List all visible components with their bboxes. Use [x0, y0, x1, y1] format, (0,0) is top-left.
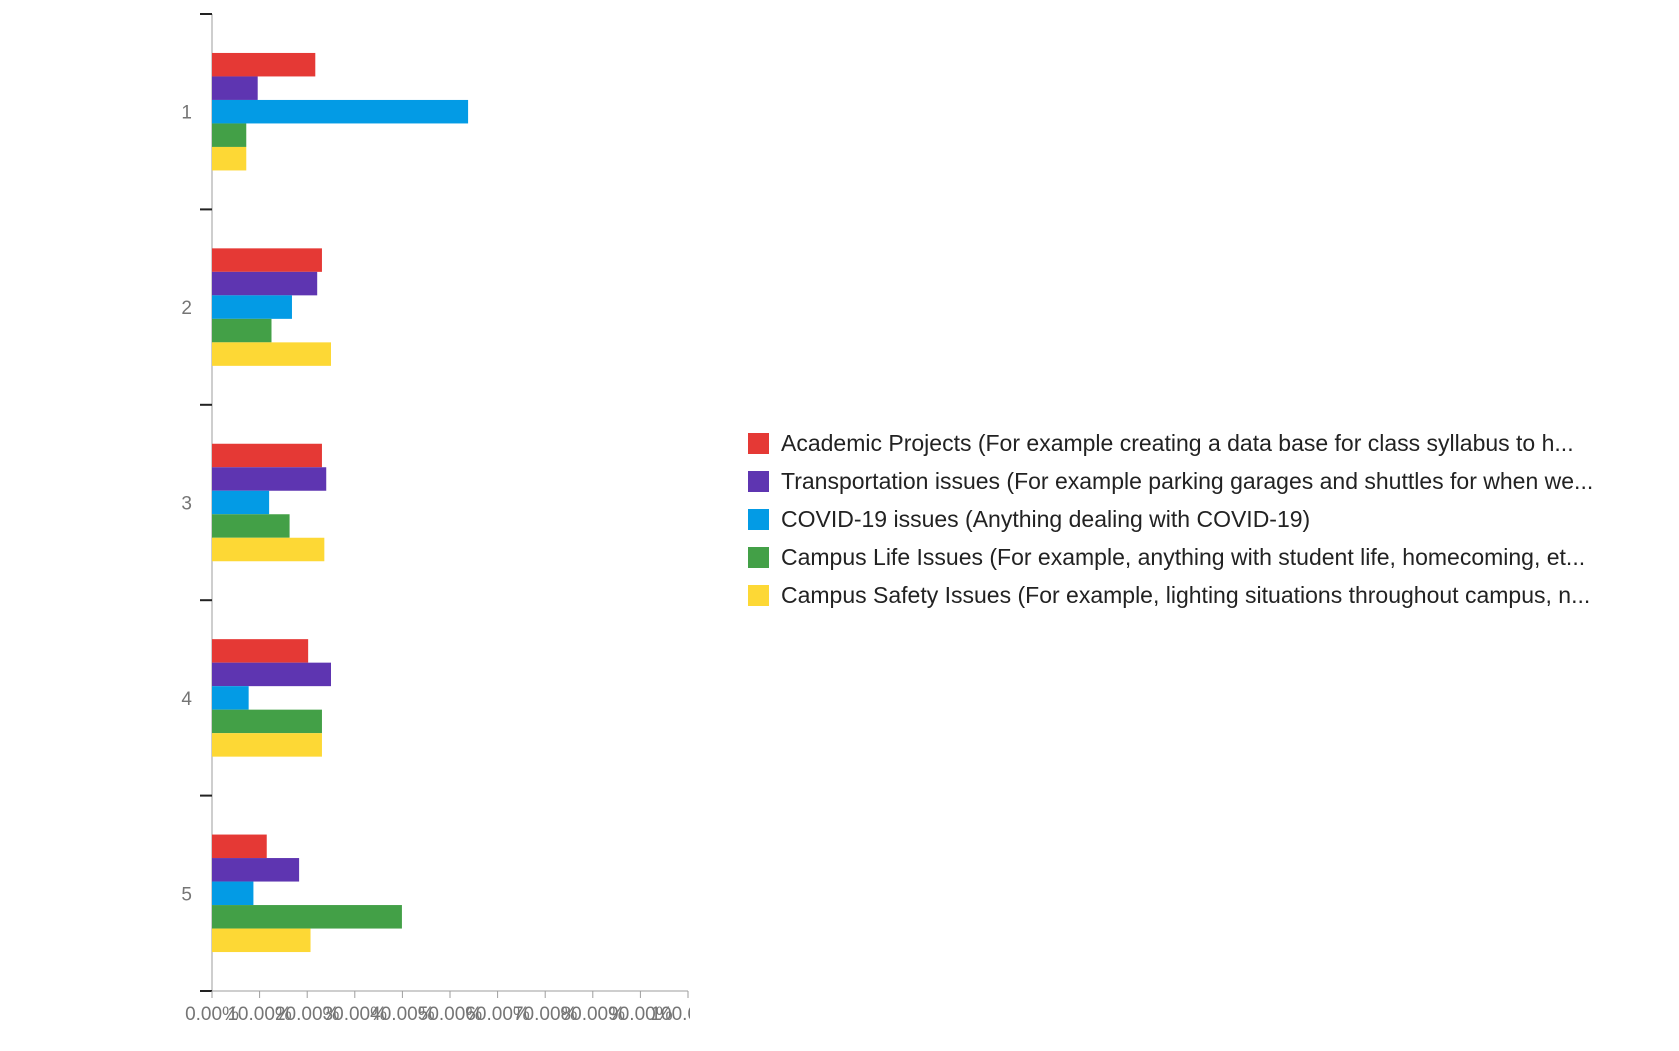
x-tick-label: 50.00% [418, 1004, 483, 1025]
x-tick-label: 90.00% [608, 1004, 673, 1025]
bar [212, 248, 322, 272]
bar [212, 443, 322, 468]
x-tick-label: 10.00% [227, 1004, 292, 1025]
bar [212, 271, 318, 296]
y-tick-label: 5 [181, 884, 192, 905]
bar [212, 52, 316, 77]
x-tick-label: 20.00% [275, 1004, 340, 1025]
legend-label: Transportation issues (For example parki… [781, 467, 1594, 494]
x-tick-label: 60.00% [465, 1004, 530, 1025]
bar [212, 858, 300, 882]
bar [212, 514, 290, 538]
bar [212, 709, 322, 734]
bar [212, 639, 309, 663]
bar [212, 733, 322, 757]
bar [212, 662, 331, 687]
bar [212, 490, 270, 515]
legend-label: Academic Projects (For example creating … [781, 429, 1574, 456]
legend-label: Campus Safety Issues (For example, light… [781, 581, 1591, 608]
legend-item[interactable]: COVID-19 issues (Anything dealing with C… [748, 500, 1668, 538]
bar [212, 123, 247, 147]
legend-item[interactable]: Academic Projects (For example creating … [748, 424, 1668, 462]
legend-label: COVID-19 issues (Anything dealing with C… [781, 505, 1311, 532]
legend-label: Campus Life Issues (For example, anythin… [781, 543, 1586, 570]
x-tick-label: 80.00% [561, 1004, 626, 1025]
y-tick-label: 1 [181, 103, 192, 124]
bar [212, 881, 254, 906]
bar [212, 295, 292, 319]
bar [212, 342, 331, 366]
bar [212, 834, 267, 859]
legend-item[interactable]: Campus Safety Issues (For example, light… [748, 576, 1668, 614]
x-tick-label: 30.00% [323, 1004, 388, 1025]
bar [212, 318, 272, 343]
x-tick-label: 40.00% [370, 1004, 435, 1025]
legend-item[interactable]: Transportation issues (For example parki… [748, 462, 1668, 500]
legend-swatch [748, 470, 769, 492]
chart-legend: Academic Projects (For example creating … [748, 424, 1668, 614]
bar [212, 905, 402, 929]
bar [212, 537, 325, 562]
bar [212, 928, 311, 953]
bar [212, 467, 327, 491]
legend-item[interactable]: Campus Life Issues (For example, anythin… [748, 538, 1668, 576]
bar [212, 76, 258, 100]
legend-swatch [748, 508, 769, 530]
x-tick-label: 100.00% [650, 1004, 690, 1025]
x-tick-label: 0.00% [185, 1004, 239, 1025]
legend-swatch [748, 546, 769, 568]
y-tick-label: 4 [181, 689, 192, 710]
y-tick-label: 3 [181, 494, 192, 515]
legend-swatch [748, 584, 769, 606]
bar [212, 146, 247, 171]
y-tick-label: 2 [181, 298, 192, 319]
legend-swatch [748, 432, 769, 454]
bar [212, 99, 469, 124]
bar-chart: 123450.00%10.00%20.00%30.00%40.00%50.00%… [181, 13, 690, 1025]
x-tick-label: 70.00% [513, 1004, 578, 1025]
bar [212, 686, 249, 710]
